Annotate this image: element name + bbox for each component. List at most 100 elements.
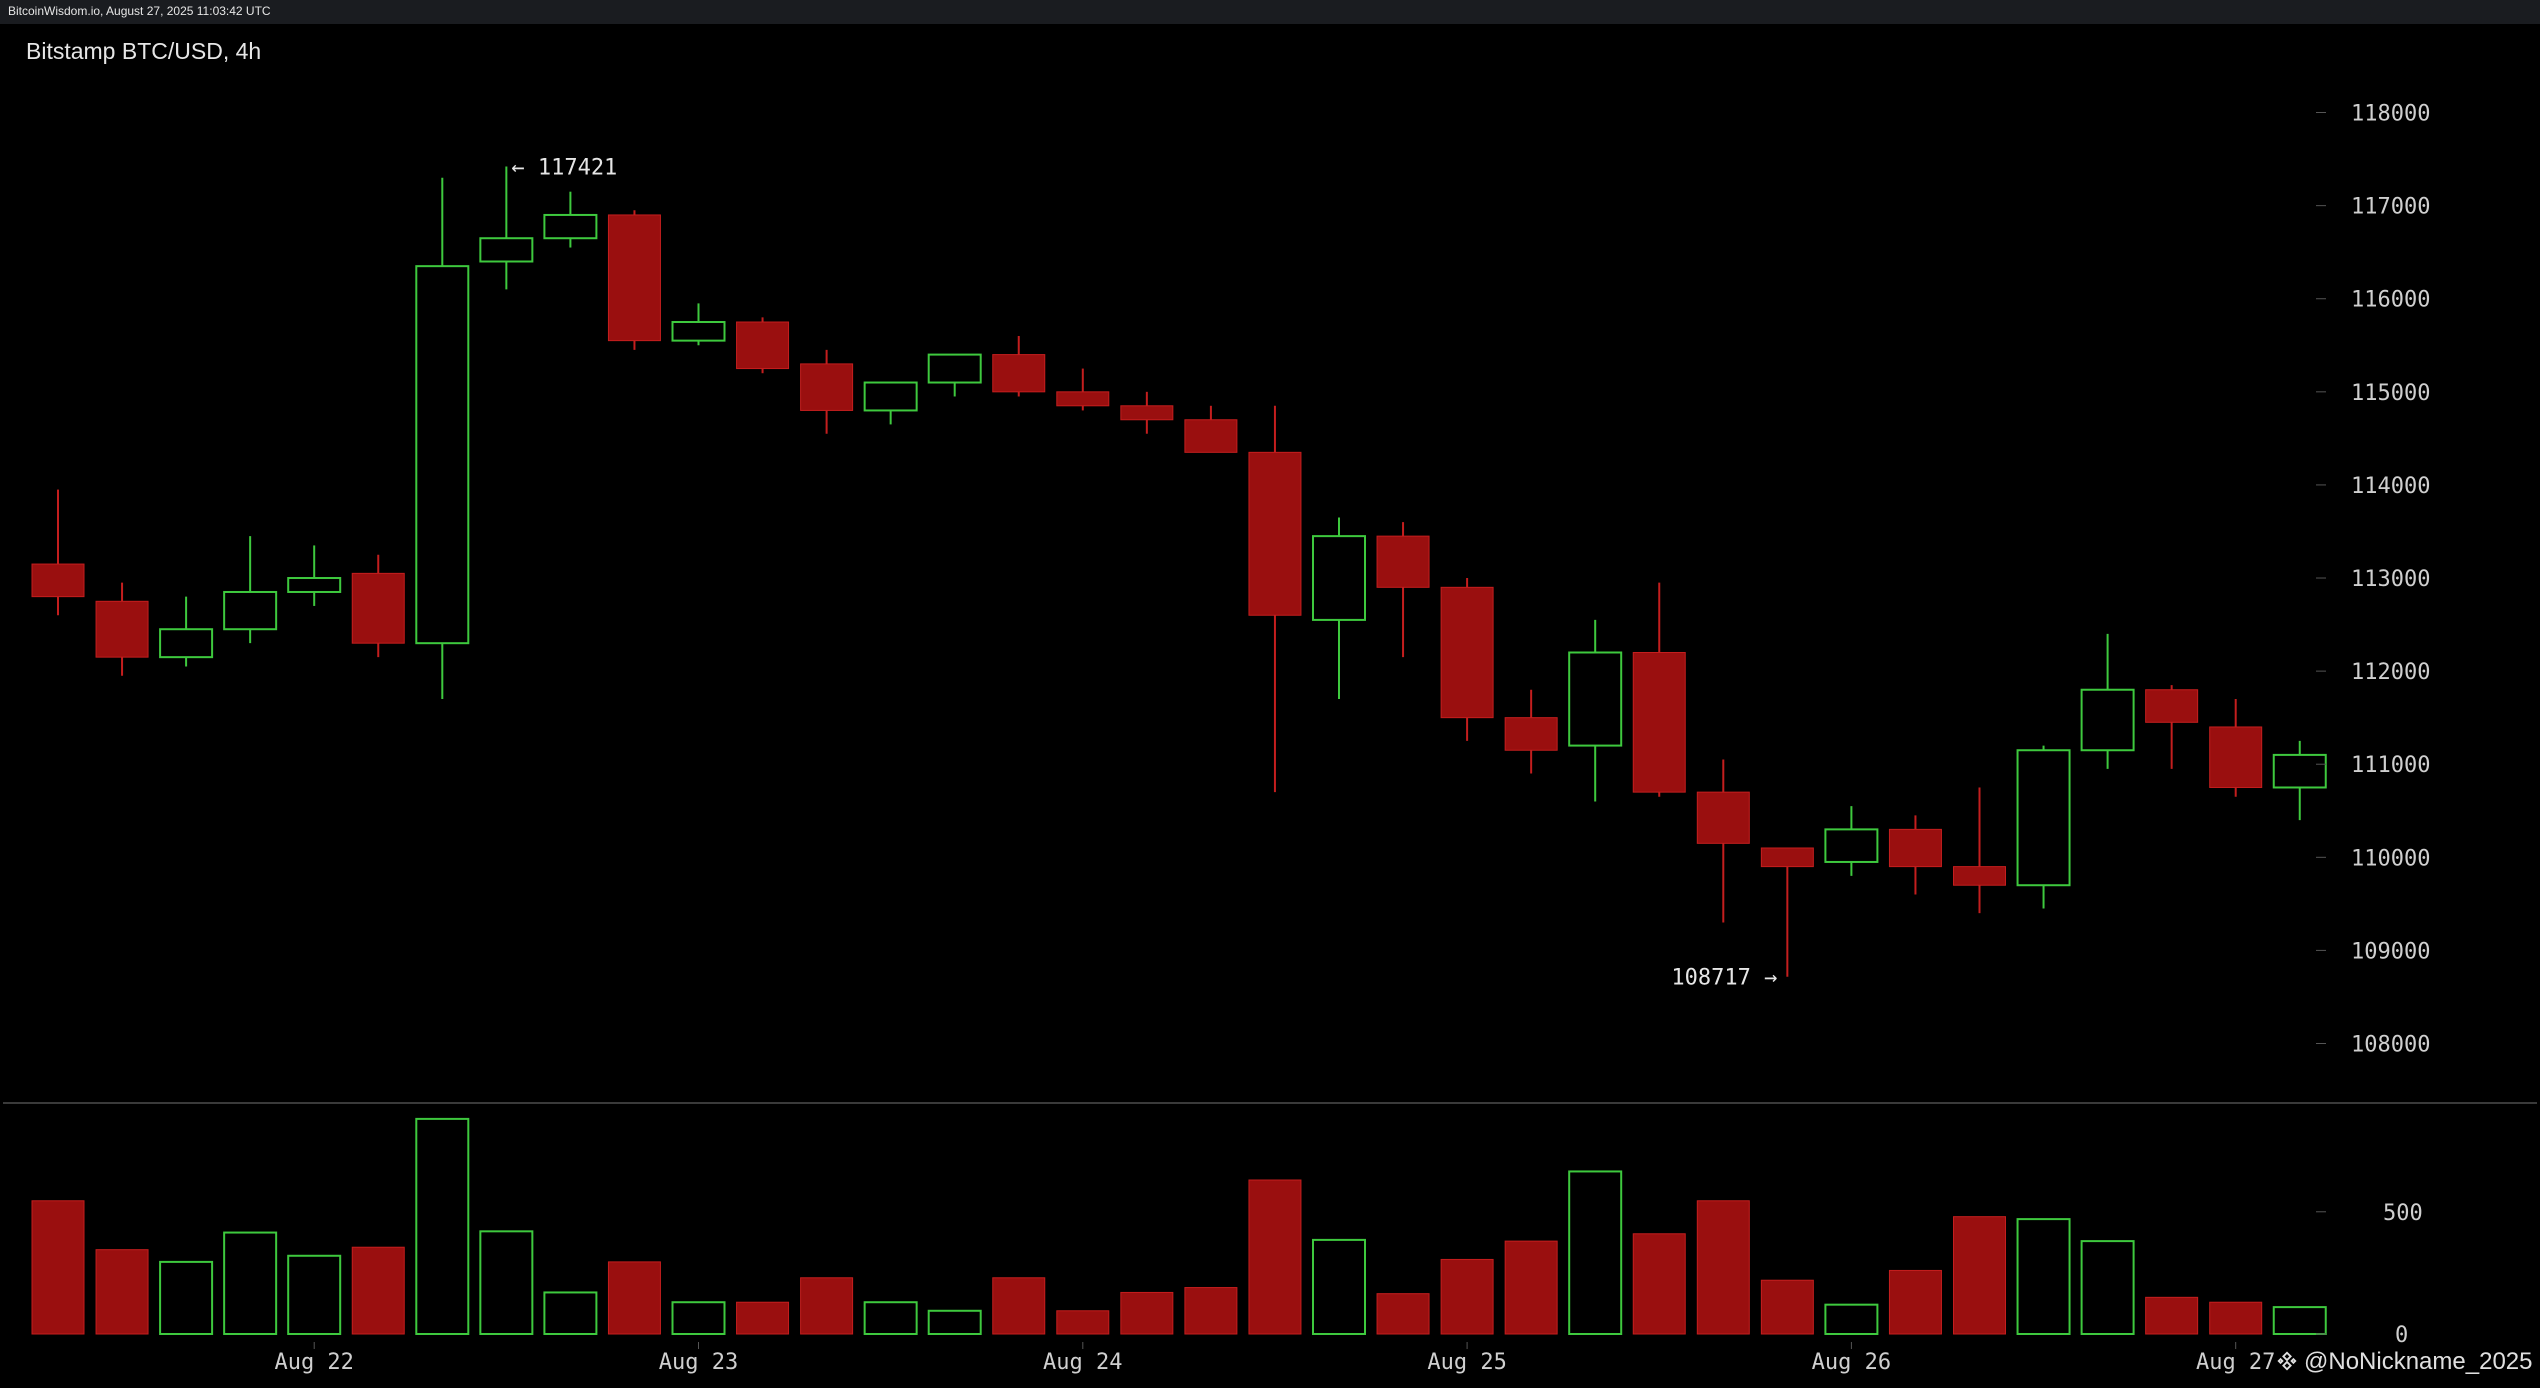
low-price-annotation: 108717 → [1671, 966, 1777, 991]
volume-bar-down [1248, 1179, 1302, 1335]
price-tick-label: 116000 [2351, 288, 2430, 313]
candle-body-up [1824, 828, 1879, 863]
chart-panel: 108000 109000 110000 111000 112000 113000 1140… [3, 24, 2537, 1385]
candle-body-down [1888, 828, 1942, 868]
candle-body-up [159, 628, 214, 659]
candle-body-up [415, 265, 470, 645]
candle-body-up [1312, 535, 1366, 621]
candle-body-down [1440, 586, 1494, 719]
date-tick-label: Aug 27 [2196, 1350, 2275, 1375]
volume-bar-up [287, 1254, 342, 1336]
watermark-text: @NoNickname_2025 [2304, 1348, 2533, 1375]
candle-body-down [1504, 717, 1558, 751]
candle-body-down [1248, 451, 1302, 616]
volume-bar-down [1504, 1240, 1558, 1335]
candle-body-down [607, 214, 661, 342]
candle-body-down [31, 563, 85, 598]
volume-bars [31, 1117, 2327, 1336]
candle-body-down [351, 572, 405, 644]
candle-body-down [1056, 391, 1110, 407]
price-tick-label: 113000 [2351, 567, 2430, 592]
candle-body-down [1760, 847, 1814, 868]
date-tick-label: Aug 24 [1043, 1350, 1122, 1375]
candle-body-up [927, 353, 982, 384]
candle-body-down [1120, 405, 1174, 421]
candle-body-down [2145, 689, 2199, 723]
price-candles [31, 166, 2327, 977]
volume-bar-up [2016, 1218, 2071, 1335]
price-tick-label: 114000 [2351, 474, 2430, 499]
volume-bar-down [607, 1261, 661, 1335]
volume-bar-down [95, 1249, 149, 1335]
volume-bar-down [1120, 1291, 1174, 1335]
candle-body-up [287, 577, 342, 593]
volume-bar-up [1568, 1170, 1623, 1336]
volume-bar-up [671, 1301, 726, 1335]
volume-bar-down [351, 1246, 405, 1335]
candle-body-down [1953, 866, 2006, 886]
volume-bar-up [863, 1301, 918, 1335]
price-tick-label: 108000 [2351, 1032, 2430, 1057]
candle-body-up [223, 590, 278, 631]
volume-bar-up [2080, 1240, 2135, 1335]
date-tick-label: Aug 25 [1427, 1350, 1506, 1375]
price-tick-label: 110000 [2351, 846, 2430, 871]
volume-bar-down [1632, 1233, 1686, 1335]
candle-body-up [2272, 753, 2327, 789]
price-tick-label: 118000 [2351, 102, 2430, 127]
volume-bar-up [223, 1231, 278, 1335]
axes: 108000 109000 110000 111000 112000 113000 1140… [3, 102, 2537, 1375]
candle-body-up [479, 237, 534, 263]
volume-bar-up [479, 1230, 534, 1336]
volume-bar-down [736, 1301, 790, 1335]
candle-body-up [543, 213, 598, 240]
volume-bar-down [1440, 1258, 1494, 1335]
volume-bar-up [543, 1291, 598, 1336]
candle-body-down [736, 321, 790, 370]
price-tick-label: 112000 [2351, 660, 2430, 685]
volume-tick-label: 0 [2395, 1323, 2408, 1348]
candle-body-up [2080, 688, 2135, 752]
candle-body-down [800, 363, 854, 411]
volume-bar-down [800, 1277, 854, 1335]
volume-bar-down [1184, 1287, 1238, 1335]
volume-bar-up [2272, 1306, 2327, 1335]
volume-bar-down [1888, 1269, 1942, 1335]
top-bar: BitcoinWisdom.io, August 27, 2025 11:03:… [0, 0, 2540, 24]
price-tick-label: 117000 [2351, 195, 2430, 220]
volume-tick-label: 500 [2383, 1201, 2423, 1226]
annotations: ← 117421 108717 → [511, 155, 1777, 990]
watermark: @NoNickname_2025 [2276, 1348, 2532, 1376]
candle-body-down [2209, 726, 2263, 788]
date-tick-label: Aug 26 [1812, 1350, 1891, 1375]
candle-body-up [863, 381, 918, 412]
volume-bar-up [927, 1309, 982, 1336]
date-tick-label: Aug 22 [274, 1350, 353, 1375]
source-timestamp: BitcoinWisdom.io, August 27, 2025 11:03:… [8, 4, 271, 18]
volume-bar-up [1824, 1303, 1879, 1335]
volume-bar-down [2209, 1301, 2263, 1335]
candle-body-up [2016, 749, 2071, 887]
binance-logo-icon [2277, 1351, 2297, 1371]
volume-bar-down [2145, 1296, 2199, 1335]
volume-bar-down [1376, 1293, 1430, 1335]
price-tick-label: 109000 [2351, 939, 2430, 964]
high-price-annotation: ← 117421 [511, 155, 617, 180]
candle-body-down [1184, 419, 1238, 453]
candle-body-down [1632, 651, 1686, 793]
volume-bar-down [1760, 1279, 1814, 1335]
price-tick-label: 115000 [2351, 381, 2430, 406]
chart-title: Bitstamp BTC/USD, 4h [26, 38, 262, 64]
date-tick-label: Aug 23 [659, 1350, 738, 1375]
volume-bar-down [1953, 1216, 2006, 1335]
candle-body-down [95, 600, 149, 658]
volume-bar-up [159, 1260, 214, 1336]
price-tick-label: 111000 [2351, 753, 2430, 778]
volume-bar-up [1312, 1238, 1366, 1336]
candle-body-down [1376, 535, 1430, 588]
candle-body-up [671, 321, 726, 342]
volume-bar-down [31, 1200, 85, 1335]
volume-bar-up [415, 1117, 470, 1336]
volume-bar-down [1056, 1310, 1110, 1335]
candle-body-down [1696, 791, 1750, 844]
